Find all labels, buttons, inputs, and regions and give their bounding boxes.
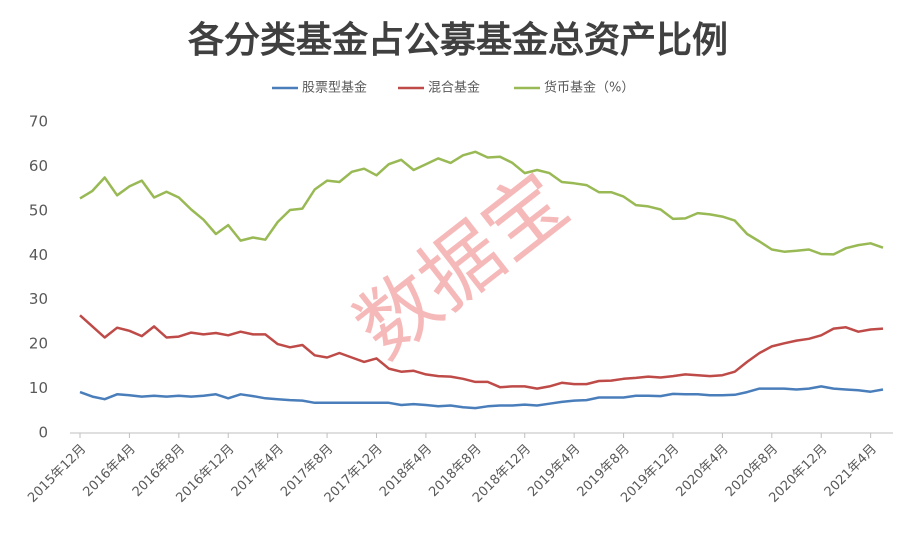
- y-tick-label: 40: [29, 246, 48, 264]
- y-tick-label: 50: [29, 201, 48, 219]
- line-series: [79, 385, 884, 410]
- y-tick-label: 20: [29, 335, 48, 353]
- x-tick-label: 2018年4月: [377, 442, 435, 500]
- chart-title: 各分类基金占公募基金总资产比例: [188, 19, 728, 61]
- x-tick-label: 2019年4月: [525, 442, 583, 500]
- x-tick-label: 2016年4月: [80, 442, 138, 500]
- line-series: [79, 314, 884, 390]
- legend-label: 货币基金（%）: [544, 80, 634, 96]
- x-tick-label: 2015年12月: [25, 442, 89, 506]
- y-tick-label: 10: [29, 379, 48, 397]
- x-tick-label: 2021年4月: [822, 442, 880, 500]
- y-tick-label: 0: [38, 424, 48, 442]
- legend-label: 股票型基金: [302, 80, 367, 96]
- x-tick-label: 2020年4月: [673, 442, 731, 500]
- y-tick-label: 30: [29, 290, 48, 308]
- legend-label: 混合基金: [428, 80, 480, 96]
- y-tick-label: 70: [29, 113, 48, 131]
- x-tick-label: 2017年4月: [229, 442, 287, 500]
- y-tick-label: 60: [29, 157, 48, 175]
- line-series: [79, 150, 884, 256]
- watermark: 数据宝: [338, 155, 584, 376]
